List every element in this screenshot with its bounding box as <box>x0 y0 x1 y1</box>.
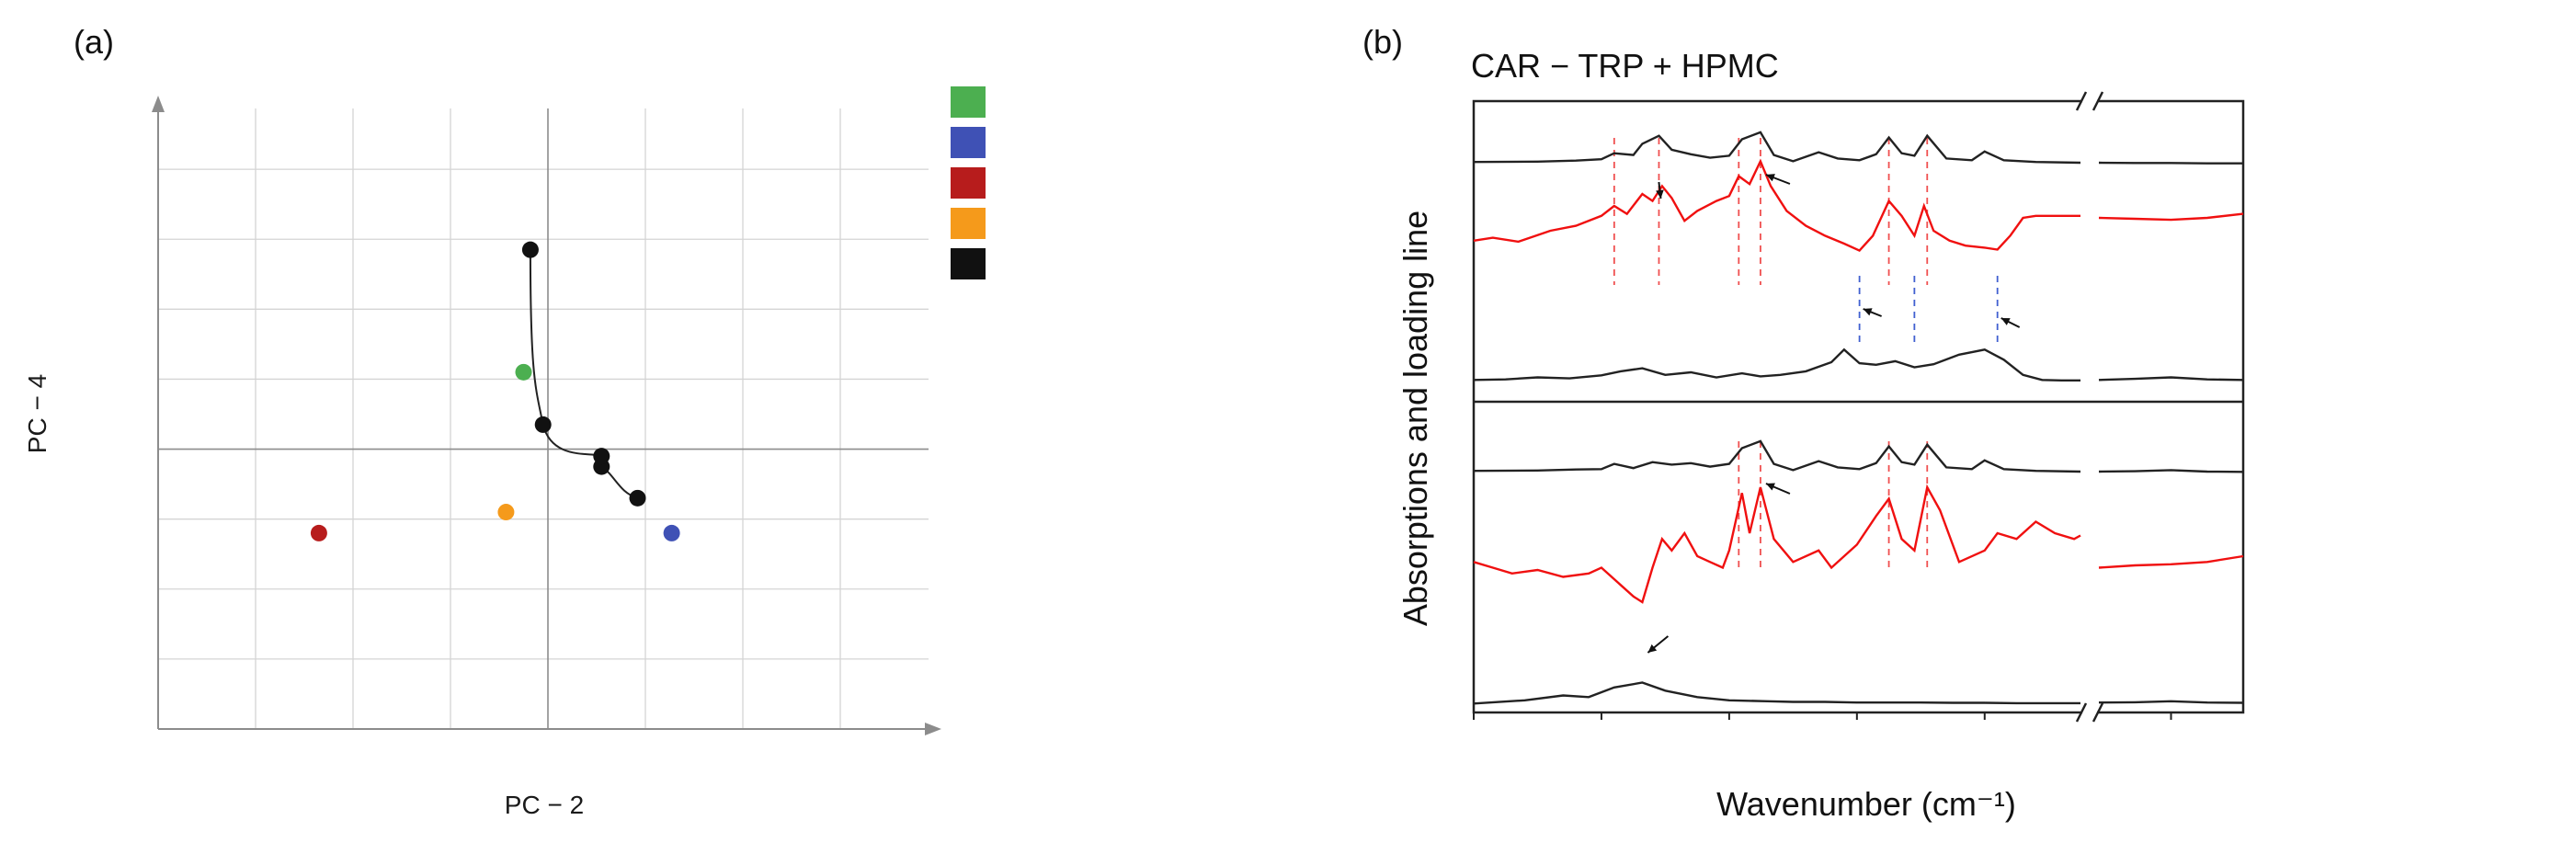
spectrum-line <box>1473 681 2080 705</box>
panel-b-y-axis-label: Absorptions and loading line <box>1396 211 1434 626</box>
annotation-arrow-head <box>1656 189 1664 199</box>
legend-swatch <box>951 248 986 279</box>
system-point <box>629 489 646 507</box>
panel-a: (a) PC − 2 PC − 4 <box>23 23 986 819</box>
legend-swatch <box>951 167 986 199</box>
axis-break-gap-top <box>2082 94 2097 108</box>
annotation-arrow-head <box>2000 318 2011 325</box>
annotation-arrow-head <box>1765 483 1775 491</box>
spectrum-line-right <box>2098 161 2243 165</box>
annotation-arrow-head <box>1863 308 1873 316</box>
spectrum-line <box>1473 158 2080 253</box>
reference-point <box>663 524 680 541</box>
spectrum-line-right <box>2098 212 2244 222</box>
annotation-arrow-head <box>1765 174 1775 182</box>
axis-break-marks-top <box>2075 91 2104 111</box>
spectrum-line <box>1473 484 2081 604</box>
panel-a-y-axis-label: PC − 4 <box>23 374 51 453</box>
panel-a-legend <box>951 86 986 279</box>
spectrum-line-right <box>2098 376 2244 382</box>
panel-b: (b) CAR − TRP + HPMC Wavenumber (cm⁻¹) A… <box>1362 23 2245 823</box>
spectrum-line <box>1473 347 2080 382</box>
panel-b-frames <box>1472 91 2245 723</box>
spectrum-frame <box>1472 99 2245 714</box>
spectrum-line-right <box>2098 469 2244 473</box>
panel-a-label: (a) <box>74 23 114 61</box>
panel-b-spectra <box>1473 131 2244 705</box>
panel-a-axes <box>152 96 941 735</box>
panel-a-points <box>310 241 680 541</box>
y-axis-arrow <box>152 96 165 112</box>
legend-swatch <box>951 127 986 158</box>
panel-a-x-axis-label: PC − 2 <box>505 791 584 819</box>
system-point <box>534 416 552 433</box>
spectrum-line <box>1473 439 2081 473</box>
spectrum-line <box>1473 131 2081 165</box>
axis-break-gap-bottom <box>2082 705 2097 720</box>
panel-b-tick-labels <box>1473 712 2172 720</box>
system-trajectory-curve <box>529 249 638 499</box>
panel-b-x-axis-label: Wavenumber (cm⁻¹) <box>1716 785 2016 823</box>
system-point <box>521 241 539 258</box>
reference-point <box>497 504 515 521</box>
spectrum-line-right <box>2098 554 2244 569</box>
axis-break-marks-bottom <box>2075 702 2104 723</box>
panel-b-annotations <box>1647 174 2021 654</box>
panel-b-title: CAR − TRP + HPMC <box>1471 47 1779 85</box>
reference-point <box>310 524 327 541</box>
spectrum-line-right <box>2098 700 2244 704</box>
reference-point <box>515 363 532 381</box>
legend-swatch <box>951 208 986 239</box>
panel-a-grid <box>157 108 929 730</box>
panel-b-peak-reference-lines <box>1613 138 1999 570</box>
panel-b-label: (b) <box>1362 23 1403 61</box>
annotation-arrow-head <box>1647 644 1658 653</box>
x-axis-arrow <box>925 723 941 735</box>
system-point <box>593 448 610 465</box>
legend-swatch <box>951 86 986 118</box>
